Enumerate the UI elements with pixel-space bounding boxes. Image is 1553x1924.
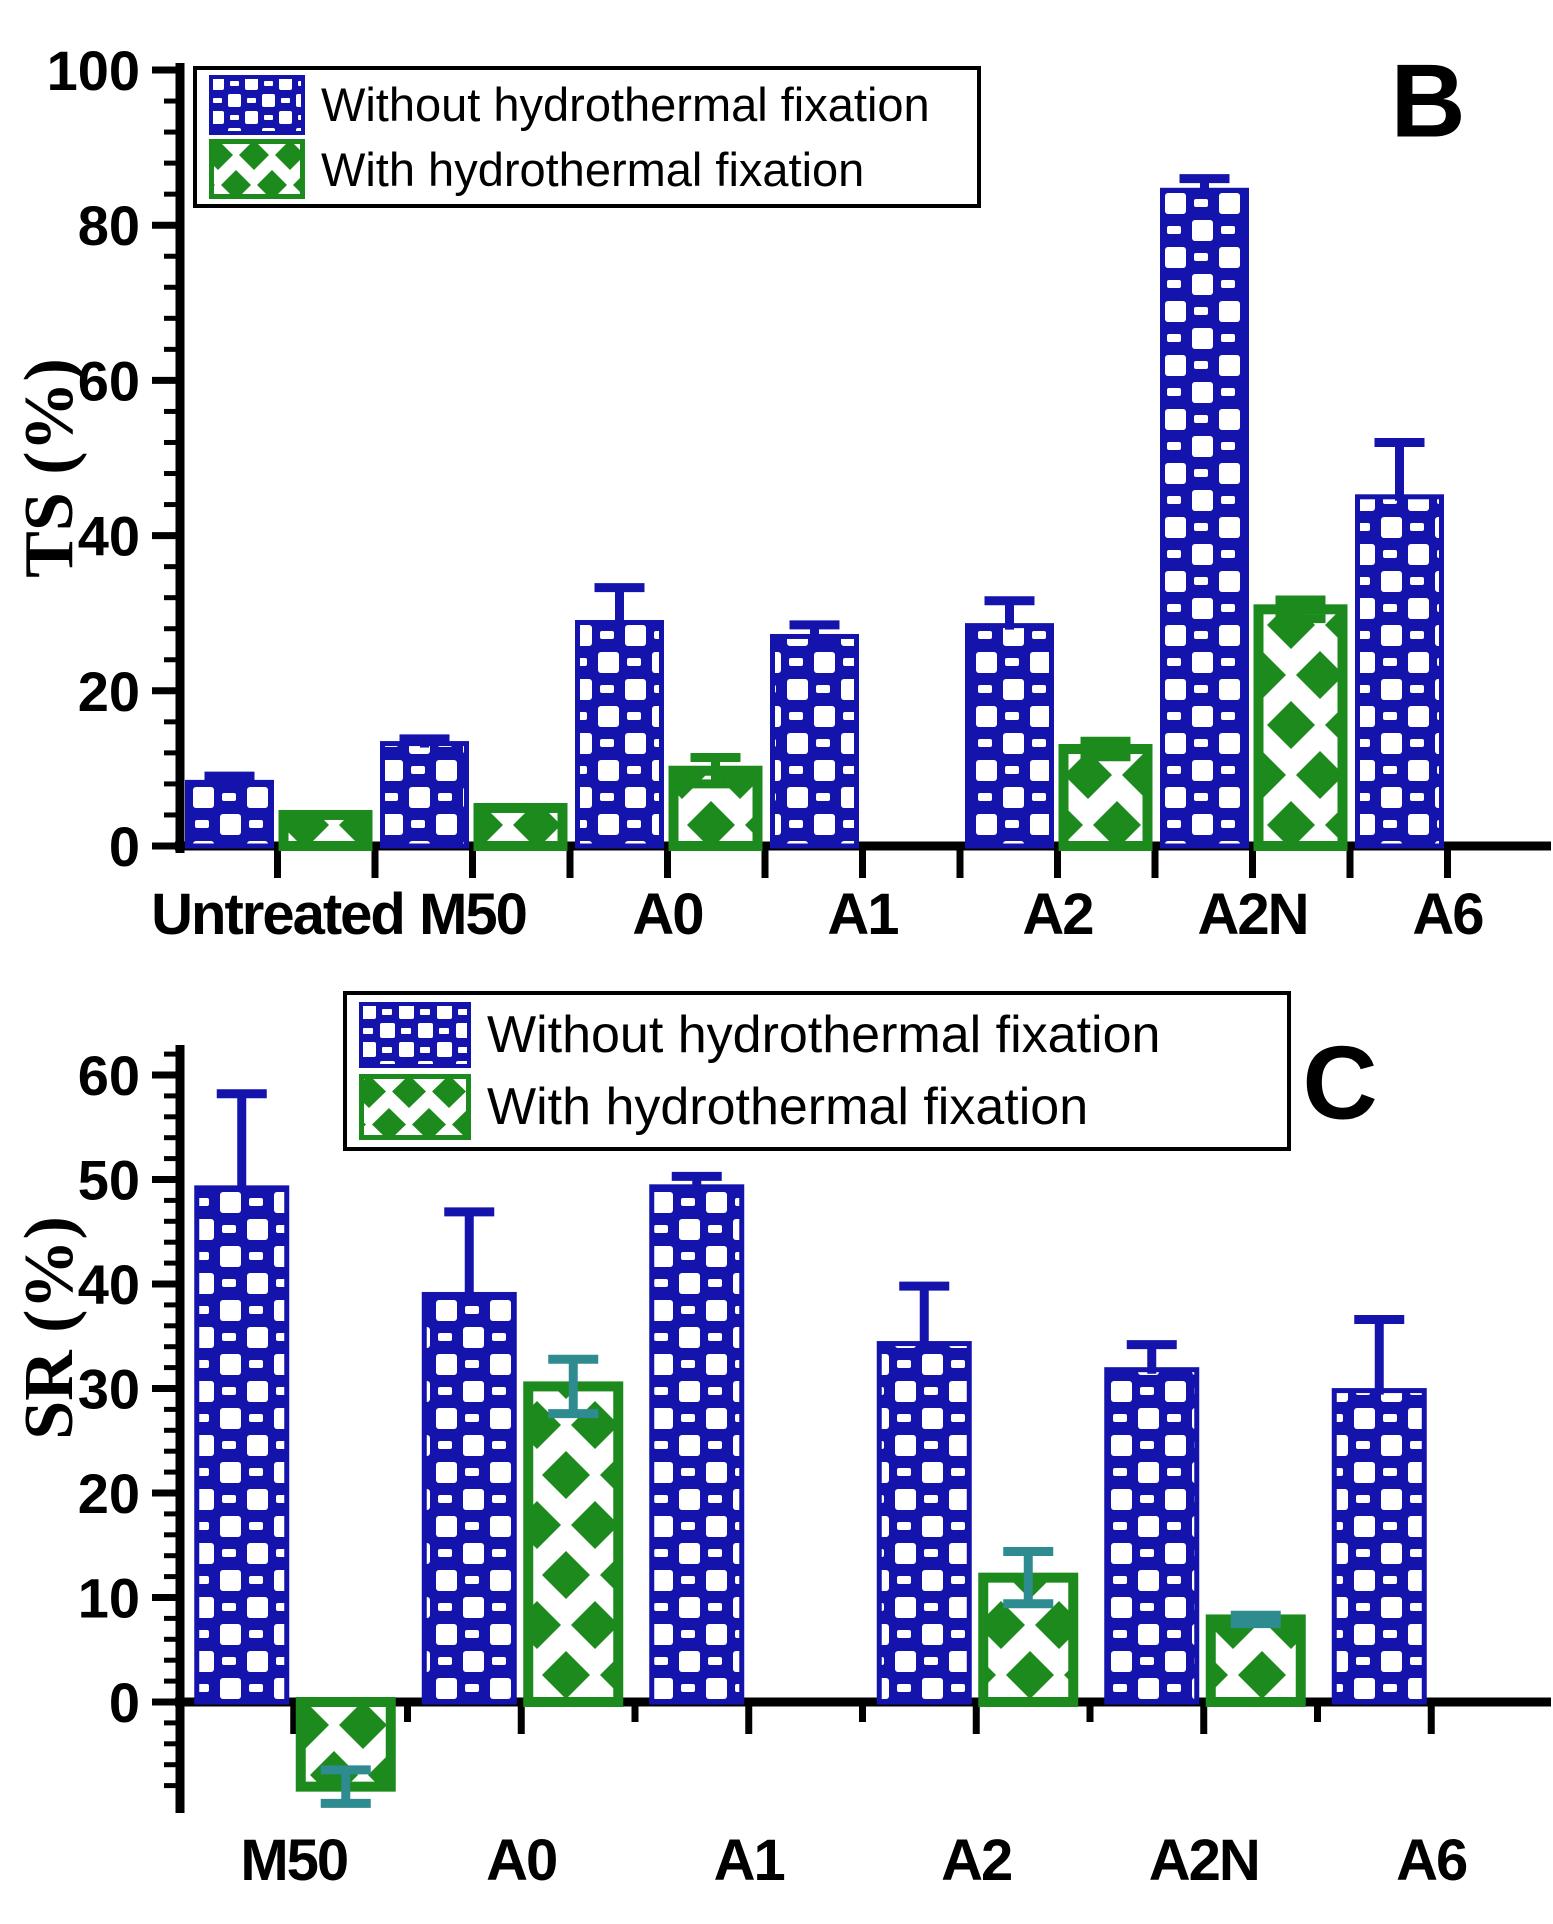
x-category-label: A1 [714, 1828, 785, 1893]
y-tick-label: 20 [78, 660, 140, 723]
error-bar-C-A1-without [671, 1171, 722, 1191]
bar-B-A1-without [770, 633, 859, 849]
bar-B-A2N-without [1160, 187, 1249, 849]
error-bar-C-A2N-with [1230, 1610, 1281, 1629]
panel-label-b: B [1390, 43, 1466, 160]
error-bar-C-A2-without [899, 1281, 950, 1348]
error-bar-B-A2-with [1080, 736, 1131, 762]
error-bar-B-A6-without [1374, 437, 1425, 501]
error-bar-B-A2-without [984, 596, 1035, 630]
x-category-label: A2 [941, 1828, 1011, 1893]
x-category-label: A6 [1412, 882, 1483, 947]
bar-C-A2-without [876, 1341, 972, 1705]
checker-swatch-icon [359, 1001, 471, 1068]
legend-item-without-c: Without hydrothermal fixation [347, 1001, 1287, 1068]
y-tick-label: 30 [78, 1358, 140, 1421]
legend-panel-b: Without hydrothermal fixation [193, 66, 981, 208]
legend-item-with-c: With hydrothermal fixation [347, 1074, 1287, 1141]
y-tick-label: 100 [47, 39, 140, 102]
legend-item-without-b: Without hydrothermal fixation [197, 74, 977, 135]
legend-label-with: With hydrothermal fixation [487, 1078, 1089, 1137]
bar-C-M50-without [194, 1185, 290, 1705]
y-tick-label: 40 [78, 505, 140, 568]
x-category-label: Untreated [151, 882, 404, 947]
bar-C-A0-with [523, 1381, 624, 1708]
x-category-label: A2 [1022, 882, 1092, 947]
error-bar-B-Untreated-without [204, 771, 255, 787]
error-bar-B-A0-with [690, 753, 741, 789]
x-category-label: A2N [1197, 882, 1307, 947]
legend-panel-c: Without hydrothermal fixation [343, 991, 1291, 1151]
bar-B-M50-with [473, 802, 568, 852]
diamond-swatch-icon [209, 139, 305, 200]
y-tick-label: 0 [109, 815, 140, 878]
bar-B-A6-without [1355, 494, 1444, 849]
bar-B-A2-without [965, 623, 1054, 849]
bar-B-A2-with [1058, 744, 1153, 851]
bar-C-A2N-with [1205, 1614, 1306, 1707]
error-bar-B-M50-without [399, 734, 450, 748]
error-bar-C-A6-without [1354, 1315, 1405, 1395]
bar-B-A2N-with [1253, 604, 1348, 851]
error-bar-C-A0-without [444, 1207, 495, 1299]
y-tick-label: 0 [109, 1671, 140, 1734]
y-axis-title-ts: TS (%) [11, 358, 88, 578]
bar-C-A2N-without [1104, 1367, 1200, 1705]
y-tick-label: 60 [78, 349, 140, 412]
x-category-label: A6 [1396, 1828, 1467, 1893]
y-axis-title-sr: SR (%) [11, 1216, 88, 1440]
error-bar-B-A2N-with [1275, 595, 1326, 624]
checker-swatch-icon [209, 74, 305, 135]
panel-label-c: C [1302, 1025, 1378, 1142]
x-category-label: M50 [419, 882, 526, 947]
bar-B-Untreated-with [278, 809, 373, 852]
error-bar-B-A2N-without [1179, 174, 1230, 195]
error-bar-B-A1-without [789, 620, 840, 641]
bar-B-M50-without [380, 741, 469, 849]
error-bar-C-A2N-without [1126, 1340, 1177, 1374]
x-category-label: A1 [827, 882, 898, 947]
y-tick-label: 20 [78, 1462, 140, 1525]
bar-B-A0-without [575, 620, 664, 849]
diamond-swatch-icon [359, 1074, 471, 1141]
error-bar-C-M50-with [320, 1765, 371, 1808]
bar-C-A0-without [421, 1291, 517, 1705]
y-tick-label: 40 [78, 1253, 140, 1316]
chart-B: 0 20 40 60 80 100 Untreated M50 A0 A1 A2 A2N A6 [47, 39, 1551, 947]
error-bar-C-M50-without [216, 1089, 267, 1192]
legend-label-without: Without hydrothermal fixation [487, 1005, 1161, 1064]
x-category-label: A0 [632, 882, 702, 947]
legend-item-with-b: With hydrothermal fixation [197, 139, 977, 200]
chart-C: 0 10 20 30 40 50 60 M50 A0 A1 A2 A2N A6 [78, 1044, 1551, 1893]
x-category-label: A2N [1149, 1828, 1259, 1893]
bar-B-Untreated-without [185, 779, 274, 849]
error-bar-B-A0-without [594, 583, 645, 627]
y-tick-label: 10 [78, 1567, 140, 1630]
y-tick-label: 60 [78, 1044, 140, 1107]
x-category-label: A0 [486, 1828, 556, 1893]
error-bar-C-A0-with [548, 1354, 599, 1419]
legend-label-without: Without hydrothermal fixation [321, 78, 930, 132]
legend-label-with: With hydrothermal fixation [321, 142, 865, 196]
y-tick-label: 80 [78, 194, 140, 257]
y-tick-label: 50 [78, 1149, 140, 1212]
error-bar-C-A2-with [1003, 1547, 1054, 1609]
bar-C-A6-without [1331, 1388, 1427, 1705]
bar-C-A1-without [649, 1184, 745, 1705]
x-category-label: M50 [240, 1828, 347, 1893]
